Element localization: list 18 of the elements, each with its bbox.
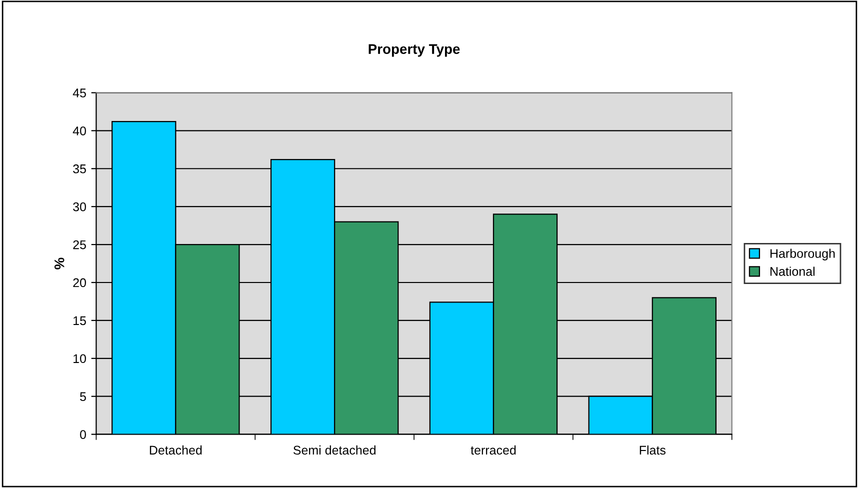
x-tick-label: terraced (470, 445, 516, 455)
x-tick-label: Flats (640, 445, 666, 455)
y-tick-label: 25 (73, 240, 86, 250)
y-tick-label: 30 (73, 202, 86, 212)
legend-label: National (770, 266, 814, 276)
x-tick-label: Semi detached (293, 445, 376, 455)
y-tick-label: 35 (73, 164, 86, 174)
chart-title: Property Type (368, 44, 460, 57)
y-tick-label: 5 (80, 392, 86, 402)
y-tick-label: 45 (72, 88, 86, 98)
legend-label: Harborough (770, 248, 835, 260)
y-tick-label: 0 (80, 430, 86, 439)
y-tick-label: 10 (74, 354, 86, 364)
x-tick-label: Detached (150, 445, 202, 455)
y-tick-label: 20 (73, 278, 86, 288)
y-tick-label: 40 (72, 126, 86, 136)
y-axis-title: % (54, 258, 64, 270)
y-tick-label: 15 (74, 316, 86, 326)
